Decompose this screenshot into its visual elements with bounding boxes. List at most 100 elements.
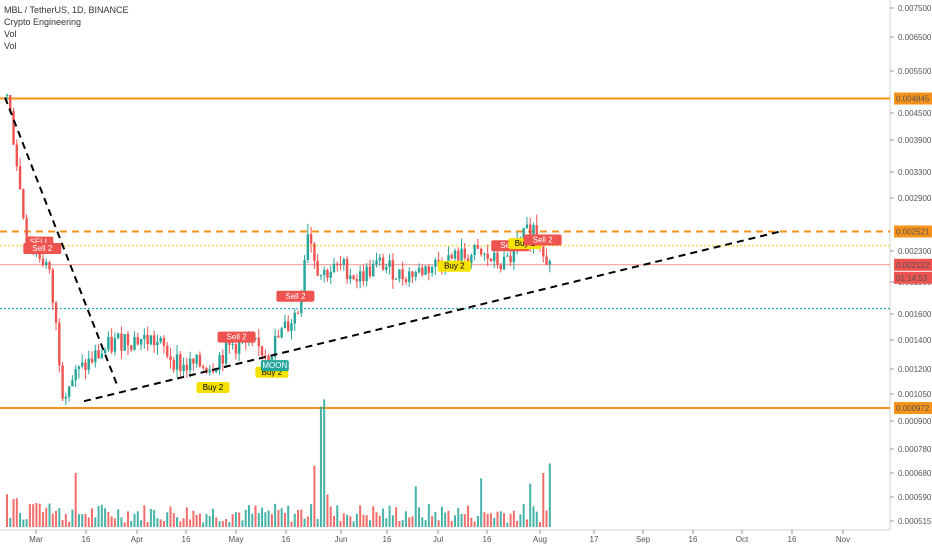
candle-body [421,267,424,275]
price-tick-label: 0.000515 [898,517,932,526]
signal-tag-sell [23,243,62,255]
candle-body [169,356,172,360]
candle-body [67,386,71,397]
time-tick-label: 16 [689,535,698,544]
candle-body [146,334,149,345]
volume-bar [391,515,394,527]
volume-bar [185,507,188,527]
time-tick-label: 16 [82,535,91,544]
candle-body [103,349,107,354]
candle-body [293,312,296,324]
volume-bar [169,506,172,527]
volume-bar [519,514,522,527]
volume-bar [316,519,319,527]
candle-body [476,245,480,249]
candle-body [205,368,208,373]
candle-body [162,337,166,346]
volume-bar [401,520,404,527]
candle-body [260,346,264,356]
candle-body [195,354,198,364]
candle-body [358,271,362,282]
price-tick-label: 0.001050 [898,390,932,399]
volume-bar [516,520,519,527]
volume-bar [532,506,535,527]
volume-bar [38,503,41,527]
candle-body [290,323,293,331]
volume-bar [359,505,362,527]
volume-bar [74,473,77,527]
price-tag-label: 0.000972 [896,404,930,413]
candle-body [54,302,58,323]
time-tick-label: Nov [836,535,850,544]
volume-bar [440,506,443,527]
volume-bar [310,504,313,527]
candle-body [231,344,234,346]
volume-bar [323,399,326,527]
volume-bar [506,522,509,527]
volume-bar [182,518,185,527]
volume-bar [283,512,286,527]
signal-tag-buy [196,382,230,394]
volume-bar [84,513,87,527]
candle-body [535,225,538,242]
volume-bar [352,521,355,527]
candle-body [90,358,94,363]
volume-bar [215,517,218,527]
volume-bar [120,517,123,527]
volume-bar [244,509,247,527]
signal-tag-label: Sell 2 [227,333,248,342]
candle-body [401,269,404,280]
volume-bar [349,516,352,527]
candle-body [113,338,117,352]
candle-body [25,218,28,237]
candle-body [97,350,100,359]
candle-body [532,225,535,244]
candle-body [512,246,516,263]
price-tag-label: 0.002122 [896,261,930,270]
volume-bar [418,507,421,527]
candle-body [502,256,506,270]
volume-bar [225,519,228,527]
chart-legend: MBL / TetherUS, 1D, BINANCE Crypto Engin… [4,4,129,52]
candle-body [126,334,130,346]
time-tick-label: Jun [335,535,348,544]
volume-bar [421,517,424,527]
volume-bar [12,499,15,527]
volume-bar [19,513,22,527]
price-tag [894,92,932,105]
downtrend-line [4,97,119,388]
volume-bar [404,511,407,527]
candle-body [166,345,169,357]
volume-bar [336,505,339,527]
candle-body [398,269,401,279]
volume-bar [136,511,139,527]
candle-body [414,272,417,277]
volume-bar [172,513,175,527]
signal-tag-moon [260,360,289,372]
candle-body [215,369,218,373]
candle-body [74,369,77,381]
candle-body [486,253,489,259]
candle-body [453,250,457,259]
price-tag [894,258,932,271]
price-tick-label: 0.004500 [898,109,932,118]
volume-bar [71,509,74,527]
candle-body [188,358,192,371]
volume-bar [453,515,456,527]
candle-body [424,266,427,275]
volume-bar [522,504,525,527]
volume-bar [64,513,67,527]
candle-body [329,272,332,278]
candle-body [159,337,162,342]
volume-bar [473,521,476,527]
volume-bar [476,515,479,527]
volume-bar [457,508,460,527]
candle-body [45,262,48,266]
time-tick-label: Oct [736,535,749,544]
volume-bar [202,522,205,527]
candle-body [18,166,22,190]
candle-body [385,267,388,270]
volume-bar [280,508,283,527]
price-tick-label: 0.002900 [898,194,932,203]
